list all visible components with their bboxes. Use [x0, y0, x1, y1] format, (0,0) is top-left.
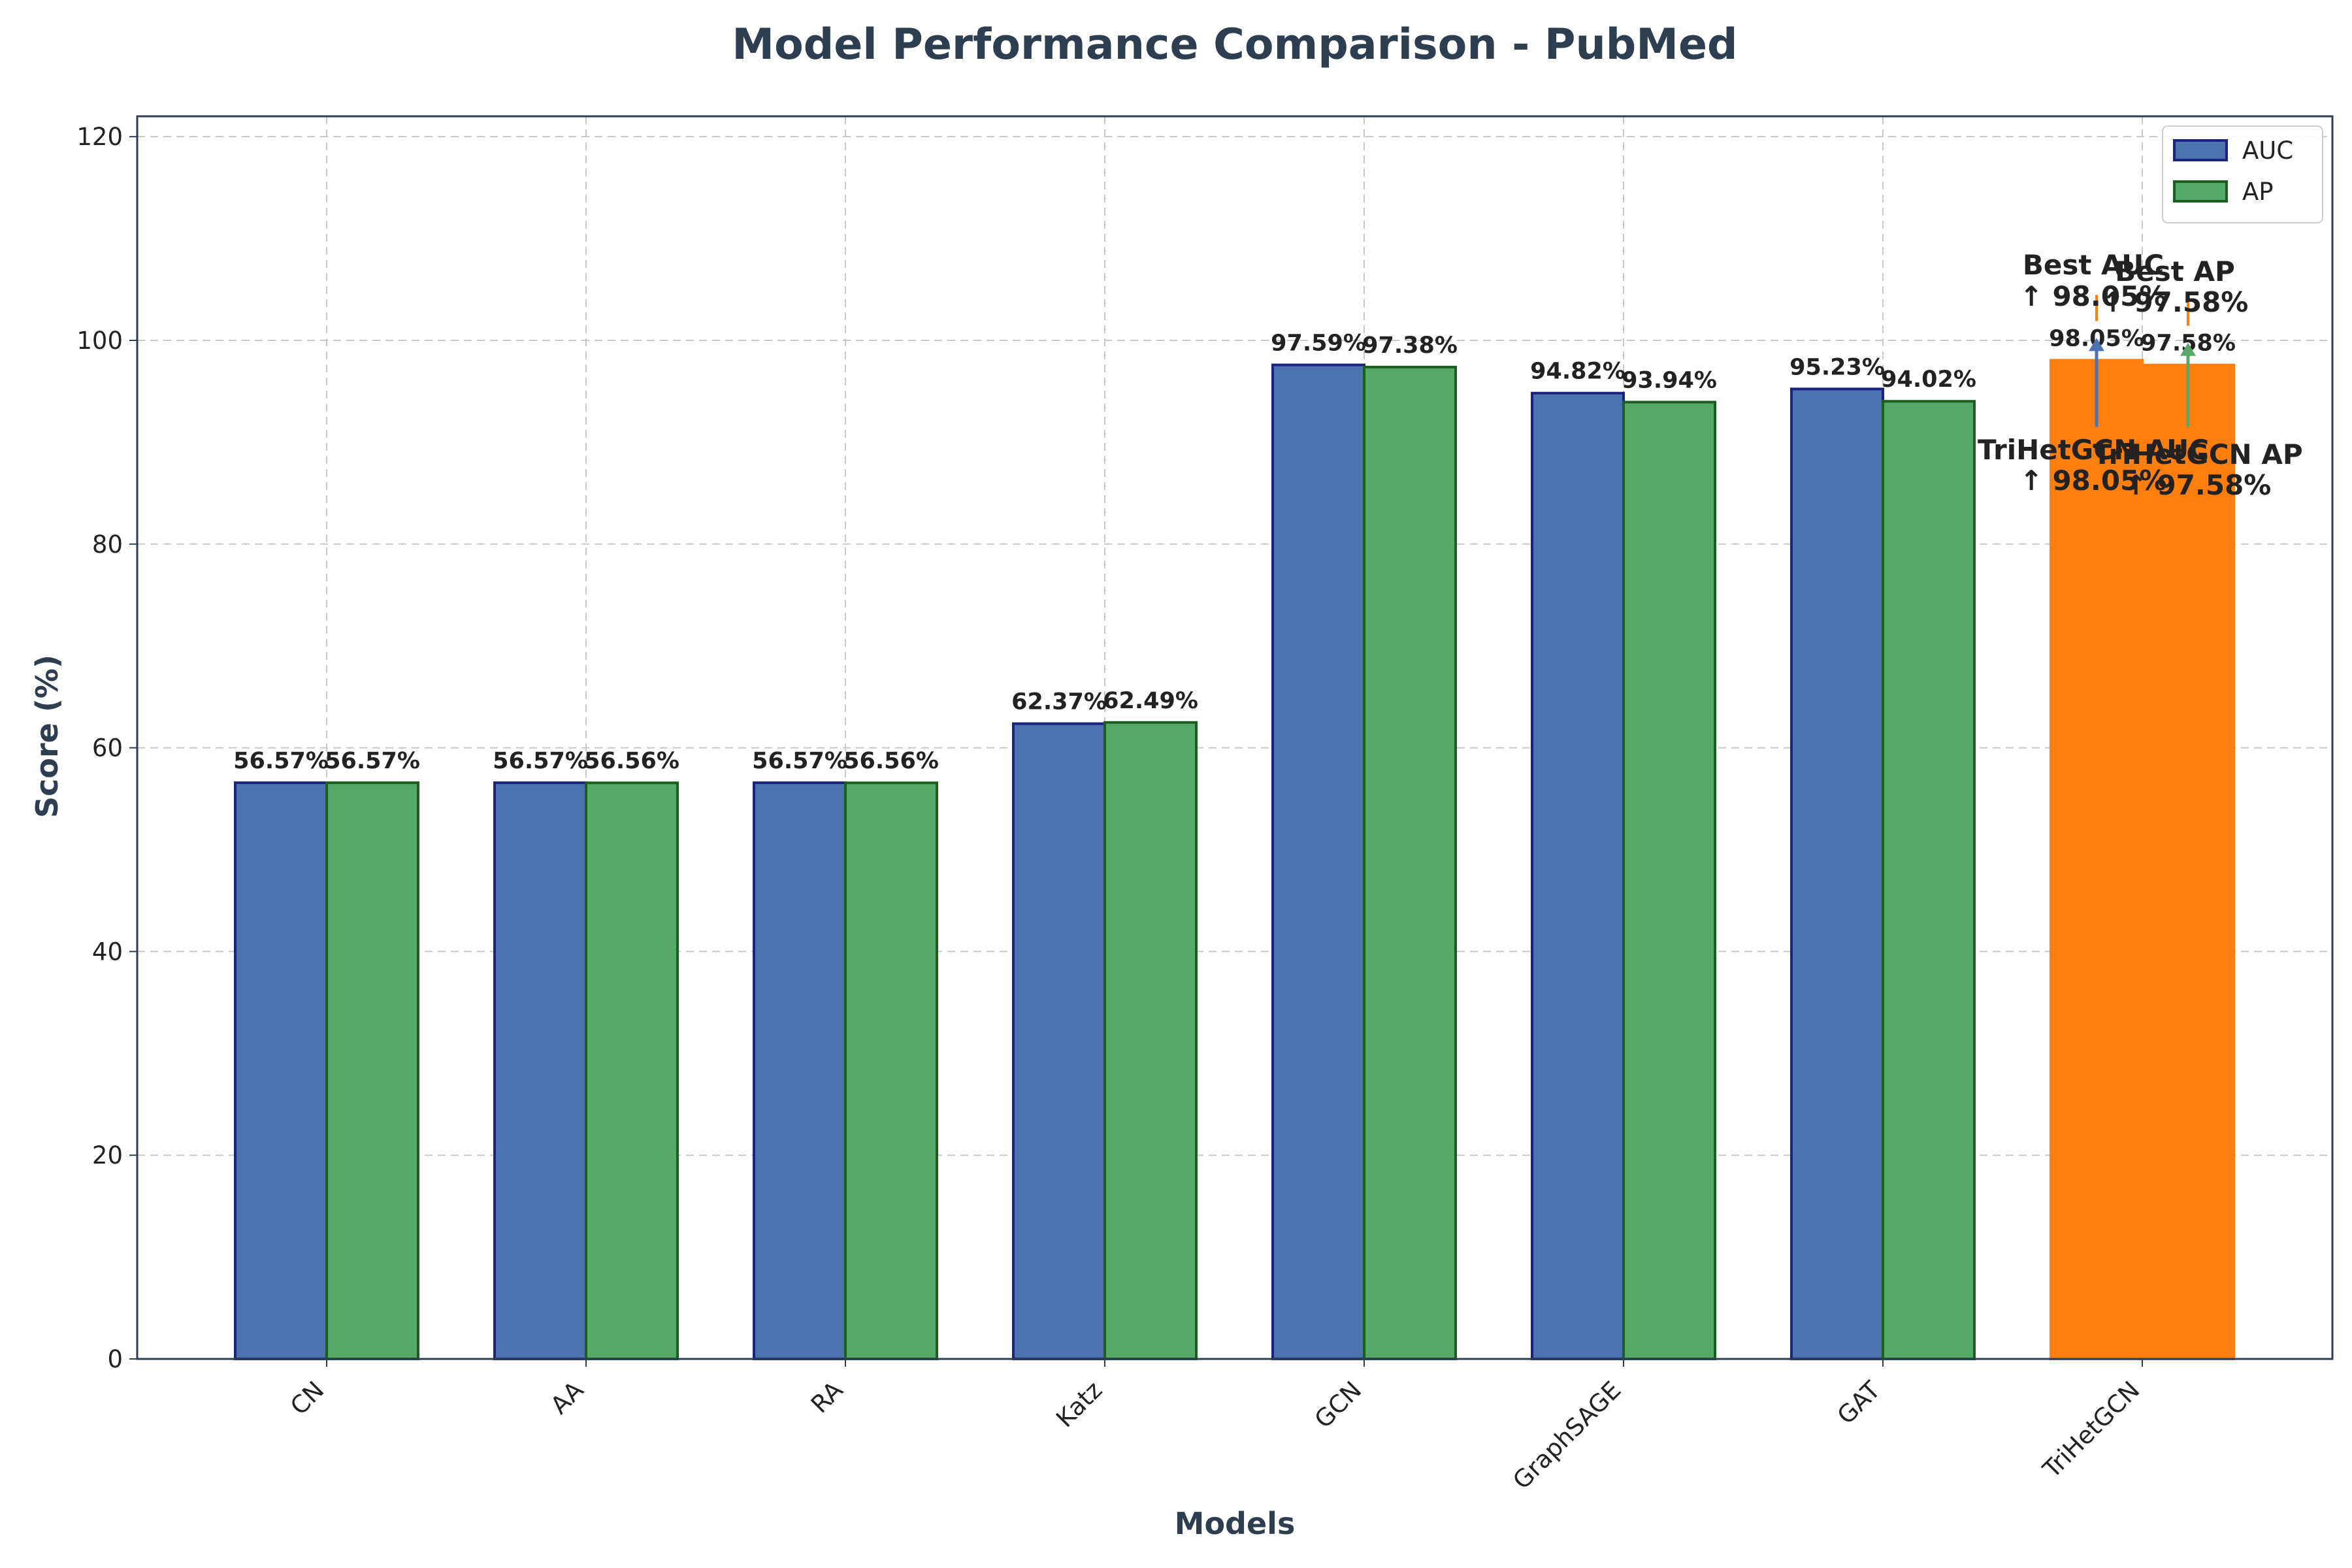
bar-auc-gcn [1271, 363, 1365, 1360]
bar-auc-trihetgcn [2050, 359, 2144, 1360]
trihet-auc-annotation-title: TriHetGCN AUC [1978, 434, 2209, 466]
bar-ap-ra [844, 781, 938, 1360]
bar-ap-cn [325, 781, 419, 1360]
trihet-ap-annotation-value: ↑ 97.58% [2125, 469, 2272, 501]
legend-label-auc: AUC [2242, 137, 2293, 165]
trihet-ap-annotation-title: TriHetGCN AP [2093, 438, 2302, 470]
bar-ap-gcn [1363, 365, 1457, 1360]
legend: AUC AP [2162, 125, 2323, 223]
plot-frame [136, 115, 2334, 1360]
legend-label-ap: AP [2242, 178, 2274, 206]
y-tick-label: 120 [76, 123, 123, 151]
bar-auc-graphsage [1531, 391, 1625, 1361]
y-ticks: 0 20 40 60 80 100 120 [76, 123, 137, 1373]
trihet-ap-arrow-head [2180, 342, 2196, 356]
legend-swatch-auc [2173, 139, 2228, 161]
value-label-ap-aa: 56.56% [584, 748, 679, 774]
bar-ap-trihetgcn [2141, 363, 2235, 1360]
annotations: Best AUC↑ 98.05%Best AP↑ 97.58%TriHetGCN… [1978, 249, 2303, 501]
x-axis-label: Models [1175, 1506, 1296, 1541]
value-label-auc-graphsage: 94.82% [1530, 359, 1625, 385]
best-auc-annotation-title: Best AUC [2023, 249, 2164, 281]
bar-auc-cn [234, 781, 328, 1360]
value-label-auc-katz: 62.37% [1011, 689, 1107, 715]
value-label-auc-aa: 56.57% [493, 748, 588, 774]
trihet-auc-arrow-head [2089, 338, 2104, 351]
trihet-auc-annotation-value: ↑ 98.05% [2020, 465, 2167, 497]
value-label-auc-cn: 56.57% [233, 748, 329, 774]
value-label-ap-katz: 62.49% [1103, 688, 1198, 714]
value-label-ap-gat: 94.02% [1881, 367, 1976, 393]
bar-ap-gat [1882, 400, 1976, 1360]
value-label-ap-gcn: 97.38% [1362, 333, 1458, 359]
y-tick-label: 0 [107, 1345, 123, 1373]
y-tick-label: 80 [92, 531, 123, 559]
y-tick-label: 100 [76, 327, 123, 355]
bar-auc-katz [1012, 722, 1106, 1360]
bar-auc-ra [753, 781, 847, 1360]
y-tick-label: 20 [92, 1141, 123, 1169]
value-label-auc-ra: 56.57% [752, 748, 847, 774]
best-ap-annotation-title: Best AP [2115, 255, 2234, 287]
value-label-ap-ra: 56.56% [843, 748, 939, 774]
y-axis-label: Score (%) [29, 655, 65, 818]
y-tick-label: 40 [92, 938, 123, 966]
best-auc-annotation-value: ↑ 98.05% [2020, 280, 2167, 312]
value-label-ap-cn: 56.57% [325, 748, 420, 774]
y-tick-label: 60 [92, 734, 123, 762]
bar-ap-graphsage [1622, 400, 1716, 1361]
bar-ap-aa [585, 781, 679, 1360]
value-label-ap-graphsage: 93.94% [1622, 367, 1717, 393]
value-label-auc-gcn: 97.59% [1271, 331, 1366, 357]
best-ap-annotation-value: ↑ 97.58% [2102, 286, 2249, 318]
bar-ap-katz [1103, 721, 1198, 1360]
bar-auc-aa [493, 781, 587, 1360]
legend-swatch-ap [2173, 180, 2228, 203]
chart-title: Model Performance Comparison - PubMed [732, 20, 1737, 69]
bar-auc-gat [1790, 387, 1884, 1361]
value-label-auc-gat: 95.23% [1789, 354, 1885, 380]
bars [234, 359, 2235, 1361]
